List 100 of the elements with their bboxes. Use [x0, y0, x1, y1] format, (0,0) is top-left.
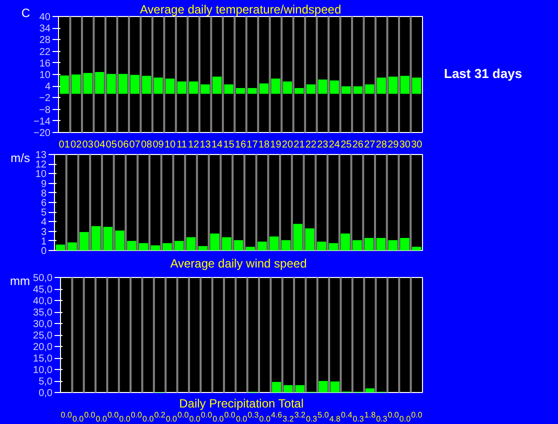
bar [234, 240, 244, 250]
y-tick-label: 16 [39, 58, 51, 70]
x-tick-label: 30 [399, 140, 411, 150]
x-tick-label: 30 [411, 140, 423, 150]
data-label: 0.0 [212, 414, 224, 424]
bar [284, 385, 293, 392]
data-label: 0.0 [200, 410, 213, 420]
chart-title: Average daily temperature/windspeed [140, 2, 342, 16]
bar [68, 242, 77, 250]
bar [186, 237, 196, 250]
x-tick-label: 26 [352, 140, 364, 150]
data-label: 4.6 [270, 410, 283, 420]
data-label: 0.0 [84, 410, 96, 420]
y-tick-label: 45,0 [33, 284, 53, 296]
data-label: 0.3 [352, 414, 364, 424]
y-axis-title: C [21, 5, 30, 22]
bar [330, 80, 340, 94]
bar [376, 78, 386, 94]
bar [271, 78, 280, 94]
bar [412, 246, 422, 250]
bar [388, 240, 398, 250]
bar [174, 240, 184, 250]
data-label: 0.0 [189, 414, 201, 424]
bar [400, 76, 410, 94]
bar [165, 78, 175, 94]
x-tick-label: 27 [364, 140, 376, 150]
x-tick-label: 15 [223, 140, 235, 150]
x-tick-label: 03 [82, 140, 94, 150]
bar [188, 81, 198, 94]
y-tick-label: 20,0 [33, 342, 53, 353]
y-tick-label: 40,0 [33, 296, 53, 307]
bar [318, 80, 328, 94]
x-tick-label: 22 [305, 140, 317, 150]
bar [295, 385, 304, 392]
data-label: 0.0 [130, 410, 143, 420]
y-tick-label: 30,0 [33, 319, 53, 330]
bar [365, 84, 374, 94]
bar [130, 74, 140, 94]
x-axis-title: Daily Precipitation Total [179, 396, 304, 410]
y-tick-label: 10,0 [33, 365, 53, 376]
y-tick-label: 4 [40, 217, 47, 228]
bar [318, 381, 328, 392]
bar [388, 76, 398, 94]
data-label: 0.0 [178, 410, 190, 420]
y-tick-label: 25,0 [33, 330, 53, 342]
data-label: 3.2 [294, 410, 306, 420]
x-tick-label: 12 [188, 140, 200, 150]
bar [246, 246, 255, 250]
y-tick-label: 12 [35, 160, 47, 171]
x-tick-label: 28 [376, 140, 388, 150]
data-label: 0.0 [236, 414, 248, 424]
y-tick-label: 9 [40, 178, 47, 190]
data-label: 0.2 [154, 410, 166, 420]
bar [353, 86, 362, 94]
y-tick-label: −8 [39, 104, 51, 116]
bar [154, 78, 163, 94]
bar [293, 224, 302, 250]
data-label: 0.0 [388, 410, 400, 420]
x-tick-label: 13 [200, 140, 212, 150]
y-tick-label: 15,0 [33, 354, 53, 364]
bar [400, 238, 410, 250]
data-label: 0.0 [224, 410, 236, 420]
bar [294, 88, 304, 94]
bar [80, 232, 89, 250]
bar [127, 240, 136, 250]
y-tick-label: 8 [40, 188, 47, 200]
x-tick-label: 01 [58, 140, 70, 150]
y-tick-label: 10 [39, 70, 51, 81]
bar [177, 81, 186, 94]
bar [224, 84, 234, 94]
x-tick-label: 10 [164, 140, 176, 150]
data-label: 0.0 [119, 414, 131, 424]
bar [103, 226, 113, 250]
y-axis-title: m/s [10, 150, 30, 167]
bar [200, 84, 210, 94]
y-tick-label: 35,0 [33, 308, 53, 318]
data-label: 0.0 [166, 414, 178, 424]
y-tick-label: −14 [34, 116, 51, 128]
bar [316, 242, 326, 250]
x-tick-label: 08 [141, 140, 153, 150]
bar [364, 238, 374, 250]
x-tick-label: 21 [294, 140, 306, 150]
data-label: 1.8 [364, 410, 376, 420]
x-tick-label: 04 [94, 140, 106, 150]
y-tick-label: 22 [39, 46, 51, 58]
bar [236, 88, 246, 94]
bar [259, 83, 269, 94]
data-label: 0.0 [142, 414, 154, 424]
data-label: 0.0 [60, 410, 72, 420]
x-tick-label: 02 [70, 140, 82, 150]
bar [282, 81, 292, 94]
y-tick-label: 50,0 [33, 273, 53, 284]
data-label: 0.0 [107, 410, 120, 420]
data-label: 3.2 [282, 414, 294, 424]
bar [150, 245, 160, 250]
x-tick-label: 07 [129, 140, 141, 150]
bar [222, 237, 232, 250]
x-tick-label: 23 [317, 140, 329, 150]
bar [272, 382, 282, 392]
bar [342, 86, 351, 94]
